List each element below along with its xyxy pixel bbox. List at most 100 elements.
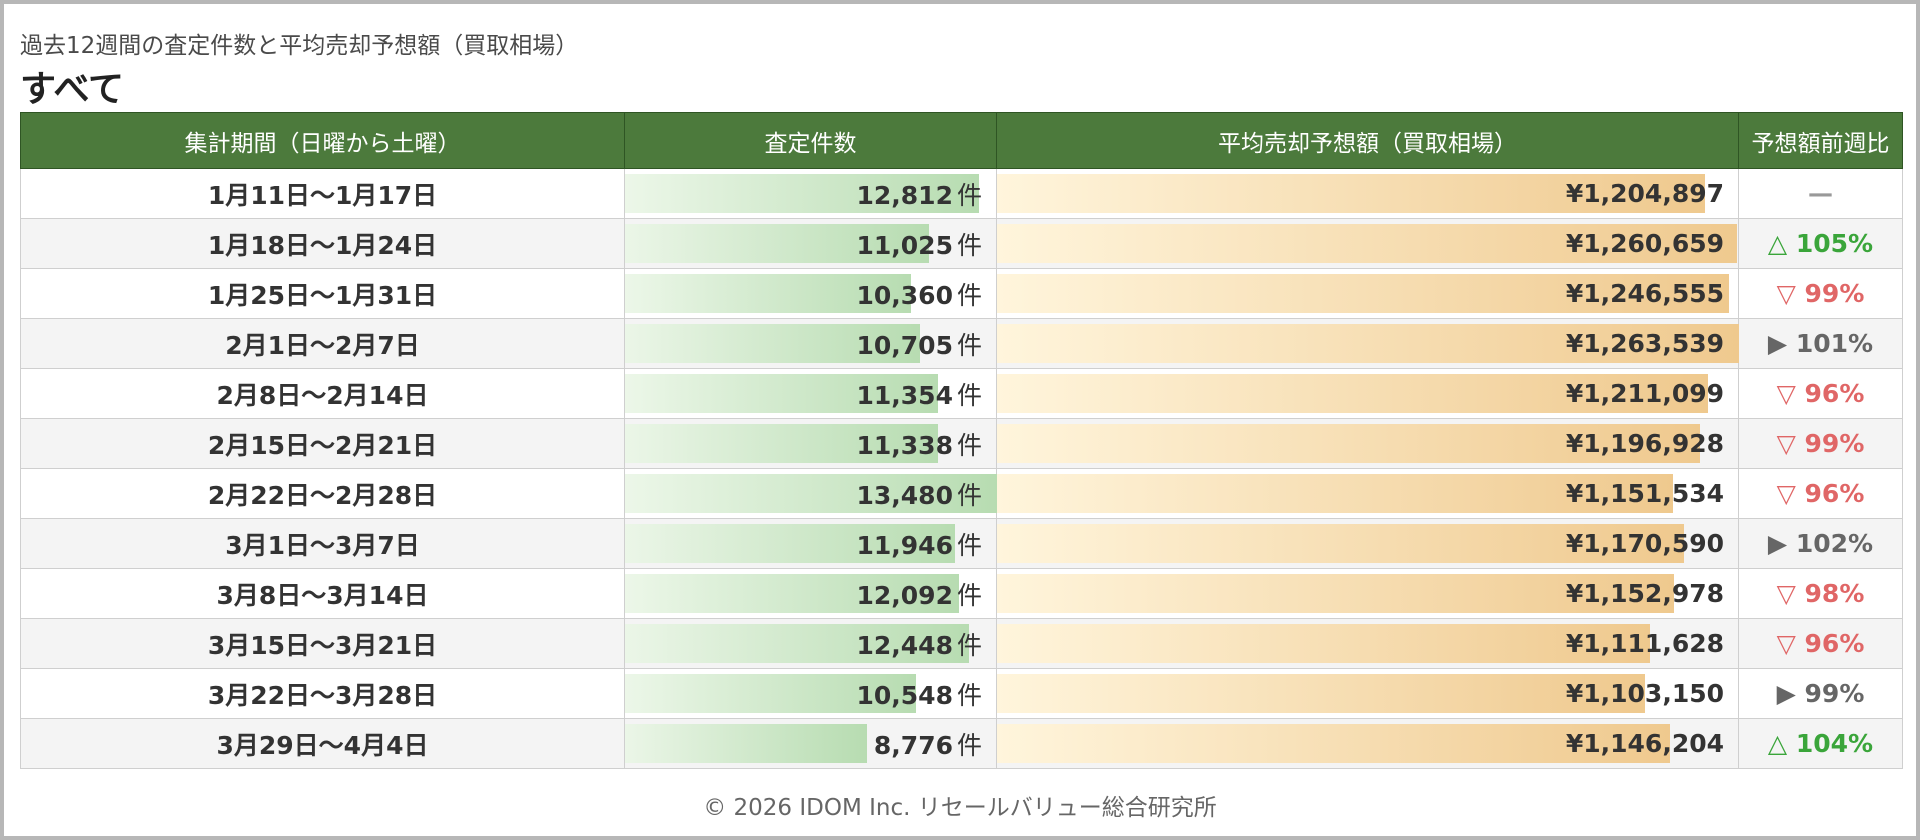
price-cell: ¥1,196,928 bbox=[996, 418, 1739, 469]
count-value: 11,354 bbox=[856, 380, 953, 410]
count-unit: 件 bbox=[956, 730, 982, 760]
ratio-cell: ▽ 96% bbox=[1738, 618, 1903, 669]
price-value: ¥1,204,897 bbox=[1565, 179, 1724, 208]
period-cell: 2月15日〜2月21日 bbox=[20, 418, 625, 469]
price-value: ¥1,170,590 bbox=[1565, 529, 1724, 558]
header-period: 集計期間（日曜から土曜） bbox=[20, 112, 625, 169]
period-cell: 1月11日〜1月17日 bbox=[20, 168, 625, 219]
count-value-wrap: 11,025 件 bbox=[625, 226, 996, 262]
count-cell: 10,548 件 bbox=[624, 668, 997, 719]
table-row: 3月8日〜3月14日 12,092 件 ¥1,152,978 ▽ 98% bbox=[20, 568, 1903, 619]
count-cell: 11,946 件 bbox=[624, 518, 997, 569]
price-value: ¥1,152,978 bbox=[1565, 579, 1724, 608]
count-value-wrap: 12,448 件 bbox=[625, 626, 996, 662]
price-bar bbox=[997, 624, 1650, 663]
table-row: 2月15日〜2月21日 11,338 件 ¥1,196,928 ▽ 99% bbox=[20, 418, 1903, 469]
count-unit: 件 bbox=[956, 230, 982, 260]
count-unit: 件 bbox=[956, 630, 982, 660]
count-cell: 8,776 件 bbox=[624, 718, 997, 769]
period-cell: 3月15日〜3月21日 bbox=[20, 618, 625, 669]
price-cell: ¥1,170,590 bbox=[996, 518, 1739, 569]
count-value-wrap: 10,705 件 bbox=[625, 326, 996, 362]
count-unit: 件 bbox=[956, 280, 982, 310]
price-value: ¥1,103,150 bbox=[1565, 679, 1724, 708]
count-value-wrap: 11,946 件 bbox=[625, 526, 996, 562]
price-cell: ¥1,151,534 bbox=[996, 468, 1739, 519]
count-cell: 13,480 件 bbox=[624, 468, 997, 519]
price-cell: ¥1,152,978 bbox=[996, 568, 1739, 619]
price-bar bbox=[997, 474, 1673, 513]
table-row: 3月1日〜3月7日 11,946 件 ¥1,170,590 ▶ 102% bbox=[20, 518, 1903, 569]
count-value: 11,946 bbox=[856, 530, 953, 560]
count-bar bbox=[625, 274, 911, 313]
count-value: 11,025 bbox=[856, 230, 953, 260]
count-bar bbox=[625, 474, 997, 513]
period-cell: 3月1日〜3月7日 bbox=[20, 518, 625, 569]
price-bar bbox=[997, 724, 1670, 763]
table-row: 3月29日〜4月4日 8,776 件 ¥1,146,204 △ 104% bbox=[20, 718, 1903, 769]
ratio-cell: ▽ 98% bbox=[1738, 568, 1903, 619]
price-bar bbox=[997, 324, 1739, 363]
period-cell: 2月8日〜2月14日 bbox=[20, 368, 625, 419]
table-row: 1月18日〜1月24日 11,025 件 ¥1,260,659 △ 105% bbox=[20, 218, 1903, 269]
table-row: 2月8日〜2月14日 11,354 件 ¥1,211,099 ▽ 96% bbox=[20, 368, 1903, 419]
count-unit: 件 bbox=[956, 180, 982, 210]
count-bar bbox=[625, 174, 979, 213]
count-value-wrap: 12,812 件 bbox=[625, 176, 996, 212]
price-bar bbox=[997, 674, 1645, 713]
count-cell: 12,448 件 bbox=[624, 618, 997, 669]
period-cell: 3月8日〜3月14日 bbox=[20, 568, 625, 619]
count-cell: 12,812 件 bbox=[624, 168, 997, 219]
price-value: ¥1,263,539 bbox=[1565, 329, 1724, 358]
category-heading: すべて bbox=[20, 69, 125, 110]
price-bar bbox=[997, 574, 1674, 613]
period-cell: 2月22日〜2月28日 bbox=[20, 468, 625, 519]
count-cell: 11,025 件 bbox=[624, 218, 997, 269]
weekly-stats-table: 集計期間（日曜から土曜） 査定件数 平均売却予想額（買取相場） 予想額前週比 1… bbox=[20, 112, 1903, 769]
count-value: 11,338 bbox=[856, 430, 953, 460]
price-cell: ¥1,260,659 bbox=[996, 218, 1739, 269]
count-value: 12,812 bbox=[856, 180, 953, 210]
period-cell: 3月29日〜4月4日 bbox=[20, 718, 625, 769]
period-cell: 2月1日〜2月7日 bbox=[20, 318, 625, 369]
period-cell: 3月22日〜3月28日 bbox=[20, 668, 625, 719]
count-cell: 10,360 件 bbox=[624, 268, 997, 319]
count-value: 12,092 bbox=[856, 580, 953, 610]
header-ratio: 予想額前週比 bbox=[1738, 112, 1903, 169]
price-cell: ¥1,204,897 bbox=[996, 168, 1739, 219]
price-cell: ¥1,211,099 bbox=[996, 368, 1739, 419]
price-value: ¥1,211,099 bbox=[1565, 379, 1724, 408]
count-value-wrap: 12,092 件 bbox=[625, 576, 996, 612]
ratio-cell: ▶ 101% bbox=[1738, 318, 1903, 369]
chart-subtitle: 過去12週間の査定件数と平均売却予想額（買取相場） bbox=[20, 33, 579, 59]
count-value-wrap: 8,776 件 bbox=[625, 726, 996, 762]
price-value: ¥1,146,204 bbox=[1565, 729, 1724, 758]
price-value: ¥1,246,555 bbox=[1565, 279, 1724, 308]
count-unit: 件 bbox=[956, 530, 982, 560]
count-bar bbox=[625, 424, 938, 463]
count-unit: 件 bbox=[956, 380, 982, 410]
period-cell: 1月25日〜1月31日 bbox=[20, 268, 625, 319]
ratio-cell: ▽ 99% bbox=[1738, 268, 1903, 319]
count-bar bbox=[625, 674, 916, 713]
price-cell: ¥1,146,204 bbox=[996, 718, 1739, 769]
count-unit: 件 bbox=[956, 430, 982, 460]
price-cell: ¥1,111,628 bbox=[996, 618, 1739, 669]
ratio-cell: ▽ 96% bbox=[1738, 468, 1903, 519]
table-row: 2月1日〜2月7日 10,705 件 ¥1,263,539 ▶ 101% bbox=[20, 318, 1903, 369]
ratio-cell: ▽ 99% bbox=[1738, 418, 1903, 469]
count-cell: 12,092 件 bbox=[624, 568, 997, 619]
count-value-wrap: 11,338 件 bbox=[625, 426, 996, 462]
count-bar bbox=[625, 574, 959, 613]
count-cell: 11,338 件 bbox=[624, 418, 997, 469]
price-bar bbox=[997, 224, 1737, 263]
count-unit: 件 bbox=[956, 330, 982, 360]
ratio-cell: △ 104% bbox=[1738, 718, 1903, 769]
period-cell: 1月18日〜1月24日 bbox=[20, 218, 625, 269]
table-row: 1月25日〜1月31日 10,360 件 ¥1,246,555 ▽ 99% bbox=[20, 268, 1903, 319]
count-bar bbox=[625, 724, 867, 763]
price-cell: ¥1,263,539 bbox=[996, 318, 1739, 369]
ratio-cell: ▶ 102% bbox=[1738, 518, 1903, 569]
count-value-wrap: 13,480 件 bbox=[625, 476, 996, 512]
table-row: 3月15日〜3月21日 12,448 件 ¥1,111,628 ▽ 96% bbox=[20, 618, 1903, 669]
